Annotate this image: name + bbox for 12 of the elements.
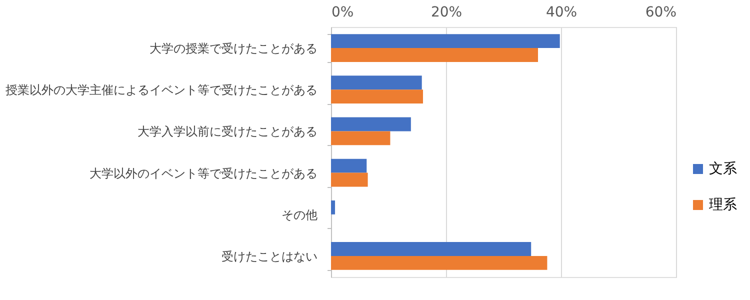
x-tick-label: 0%	[332, 4, 354, 20]
y-tick-label: その他	[282, 208, 318, 222]
x-tick-label: 60%	[645, 4, 676, 20]
y-tick-label: 授業以外の大学主催によるイベント等で受けたことがある	[6, 83, 318, 98]
y-tick-label: 大学以外のイベント等で受けたことがある	[90, 166, 318, 180]
x-tick-label: 40%	[546, 4, 578, 20]
legend-label: 文系	[709, 161, 737, 177]
x-tick-label: 20%	[430, 4, 462, 20]
y-tick-label: 大学入学以前に受けたことがある	[138, 124, 318, 139]
legend-label: 理系	[709, 197, 737, 213]
y-tick-label: 大学の授業で受けたことがある	[150, 42, 318, 56]
y-tick-label: 受けたことはない	[222, 249, 318, 264]
